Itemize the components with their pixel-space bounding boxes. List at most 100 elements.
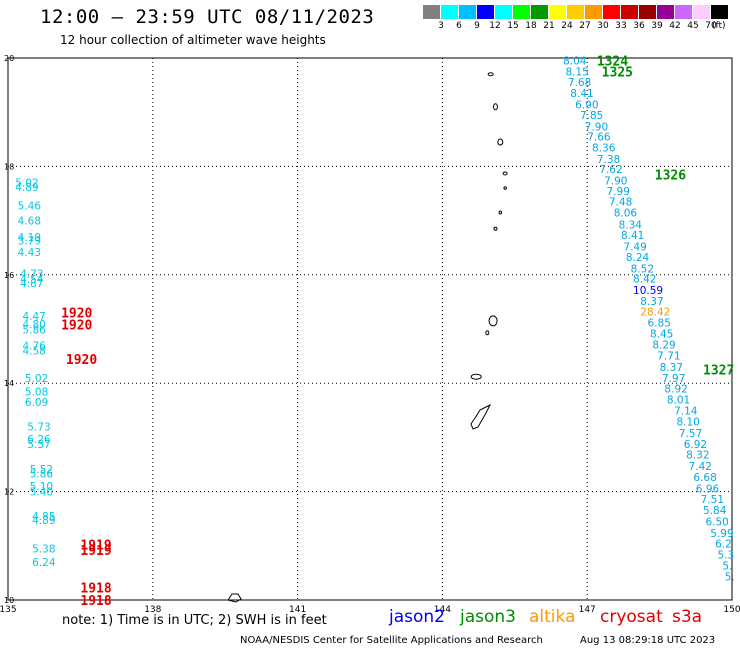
swh-value: 6.68 — [693, 472, 716, 484]
swh-value: 8.41 — [621, 230, 644, 242]
lat-tick-label: 18 — [4, 162, 14, 171]
swh-value: 8.24 — [626, 252, 650, 264]
swh-value: 7.90 — [604, 175, 627, 187]
colorbar-swatch — [441, 5, 458, 19]
swh-value: 5.3 — [718, 549, 735, 561]
colorbar-swatch — [567, 5, 584, 19]
swh-value: 5.73 — [27, 422, 50, 434]
colorbar-label: 36 — [633, 21, 645, 31]
swh-value: 8.10 — [676, 417, 699, 429]
swh-value: 8.04 — [563, 56, 587, 68]
swh-value: 8.41 — [570, 88, 593, 100]
swh-value: 6.85 — [648, 317, 671, 329]
colorbar-swatch — [639, 5, 656, 19]
island-outline — [488, 315, 498, 327]
colorbar-swatch — [585, 5, 602, 19]
track-label: 1918 — [80, 594, 111, 609]
lat-tick-label: 12 — [4, 488, 14, 497]
swh-value: 5.86 — [22, 325, 46, 337]
track-label: 1919 — [80, 539, 111, 554]
swh-value: 4.43 — [18, 247, 41, 259]
satellite-label-jason3: jason3 — [460, 607, 516, 627]
island-outline — [502, 171, 508, 176]
swh-value: 7.99 — [607, 186, 630, 198]
lon-tick-label: 147 — [579, 605, 596, 615]
colorbar-swatch — [495, 5, 512, 19]
swh-value: 8.32 — [686, 450, 709, 462]
track-label: 1920 — [61, 319, 92, 334]
credit-line: NOAA/NESDIS Center for Satellite Applica… — [240, 635, 543, 646]
swh-value: 6.2 — [715, 539, 732, 551]
colorbar-swatch — [621, 5, 638, 19]
island-outline — [227, 593, 242, 603]
colorbar-swatch — [477, 5, 494, 19]
swh-value: 7.49 — [623, 242, 646, 254]
island-outline — [492, 103, 498, 111]
swh-value: 7.85 — [580, 110, 603, 122]
page-title: 12:00 – 23:59 UTC 08/11/2023 — [40, 6, 375, 28]
colorbar-label: 24 — [561, 21, 573, 31]
swh-value: 8.42 — [633, 274, 656, 286]
swh-value: 5.52 — [30, 464, 53, 476]
island-outline — [497, 138, 504, 146]
satellite-label-s3a: s3a — [672, 607, 703, 627]
satellite-label-jason2: jason2 — [389, 607, 445, 627]
track-label: 1918 — [80, 582, 111, 597]
swh-value: 6.24 — [32, 557, 56, 569]
swh-value: 7.97 — [662, 373, 685, 385]
island-outline — [487, 72, 494, 77]
swh-value: 5.46 — [18, 200, 42, 212]
swh-value: 7.14 — [674, 405, 698, 417]
swh-value: 5.84 — [703, 505, 727, 517]
swh-value: 7.42 — [689, 461, 712, 473]
swh-value: 7.38 — [597, 154, 620, 166]
swh-value: 4.47 — [22, 311, 45, 323]
colorbar-label: 27 — [579, 21, 591, 31]
colorbar-swatch — [513, 5, 530, 19]
swh-value: 4.58 — [22, 346, 45, 358]
swh-value: 5.02 — [25, 373, 48, 385]
swh-value: 8.06 — [614, 207, 638, 219]
swh-value: 4.89 — [15, 182, 38, 194]
swh-value: 10.59 — [633, 285, 663, 297]
colorbar-label: 15 — [507, 21, 519, 31]
swh-value: 4.80 — [22, 319, 45, 331]
swh-value: 7.66 — [587, 132, 611, 144]
satellite-label-altika: altika — [529, 607, 576, 627]
island-outline — [485, 330, 490, 336]
swh-value: 8.34 — [619, 219, 643, 231]
colorbar-label: 45 — [687, 21, 699, 31]
swh-value: 8.36 — [592, 142, 616, 154]
colorbar-swatch — [459, 5, 476, 19]
credit-timestamp: Aug 13 08:29:18 UTC 2023 — [580, 635, 716, 646]
footer-note: note: 1) Time is in UTC; 2) SWH is in fe… — [62, 613, 327, 628]
lon-tick-label: 135 — [0, 605, 17, 615]
colorbar-label: 33 — [615, 21, 627, 31]
swh-value: 8.92 — [664, 384, 687, 396]
colorbar-swatch — [423, 5, 440, 19]
colorbar-swatch — [603, 5, 620, 19]
guam-outline — [470, 403, 492, 430]
swh-value: 5.38 — [32, 544, 55, 556]
swh-value: 4.89 — [32, 515, 55, 527]
swh-value: 4.87 — [20, 278, 43, 290]
colorbar-label: 6 — [456, 21, 462, 31]
swh-value: 7.90 — [585, 121, 608, 133]
swh-value: 4.68 — [18, 216, 41, 228]
colorbar-swatch — [531, 5, 548, 19]
swh-value: 4.73 — [20, 269, 43, 281]
map-frame — [7, 57, 733, 601]
island-outline — [503, 186, 507, 190]
lat-tick-label: 14 — [4, 379, 14, 388]
colorbar-swatch — [693, 5, 710, 19]
satellite-label-cryosat: cryosat — [600, 607, 663, 627]
track-label: 1920 — [66, 353, 97, 368]
swh-value: 5.40 — [30, 487, 53, 499]
colorbar-label: 42 — [669, 21, 681, 31]
swh-value: 6.92 — [684, 439, 707, 451]
swh-value: 5.86 — [30, 469, 54, 481]
swh-value: 8.52 — [631, 263, 654, 275]
lon-tick-label: 141 — [289, 605, 306, 615]
